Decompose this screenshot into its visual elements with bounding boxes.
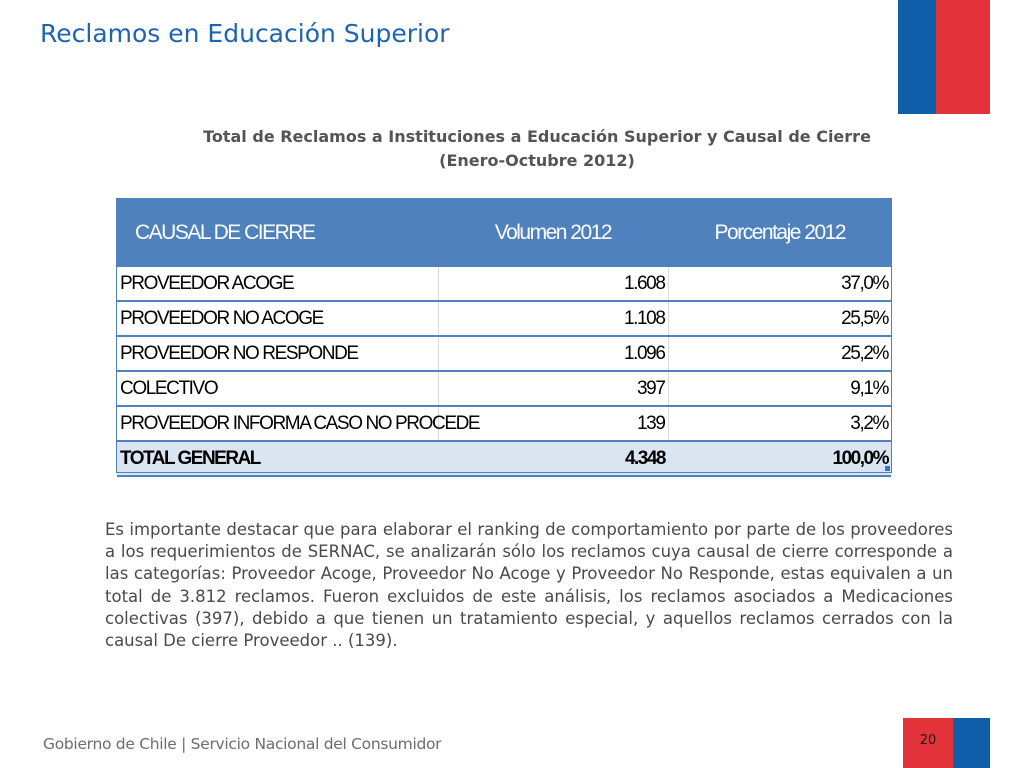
row-porcentaje: 25,2% bbox=[668, 336, 891, 372]
header-porcentaje: Porcentaje 2012 bbox=[668, 199, 891, 267]
flag-red-stripe bbox=[936, 0, 990, 114]
table-resize-handle bbox=[885, 466, 890, 471]
table-caption-line-2: (Enero-Octubre 2012) bbox=[439, 151, 635, 170]
row-volumen: 1.108 bbox=[438, 301, 669, 337]
flag-blue-stripe bbox=[898, 0, 936, 114]
row-causal: PROVEEDOR INFORMA CASO NO PROCEDE bbox=[117, 406, 481, 442]
table-row: PROVEEDOR NO RESPONDE 1.096 25,2% bbox=[117, 336, 891, 372]
table-caption: Total de Reclamos a Instituciones a Educ… bbox=[148, 125, 926, 173]
table-row: PROVEEDOR ACOGE 1.608 37,0% bbox=[117, 267, 891, 302]
row-volumen: 1.608 bbox=[438, 267, 669, 302]
row-causal: PROVEEDOR NO ACOGE bbox=[117, 301, 439, 337]
table-row: COLECTIVO 397 9,1% bbox=[117, 371, 891, 407]
row-causal: COLECTIVO bbox=[117, 371, 439, 407]
footer-government-text: Gobierno de Chile | Servicio Nacional de… bbox=[43, 735, 442, 753]
table-row: PROVEEDOR NO ACOGE 1.108 25,5% bbox=[117, 301, 891, 337]
row-porcentaje: 3,2% bbox=[668, 406, 891, 442]
row-volumen: 139 bbox=[438, 406, 669, 442]
header-causal: CAUSAL DE CIERRE bbox=[117, 199, 438, 267]
row-causal: PROVEEDOR NO RESPONDE bbox=[117, 336, 439, 372]
claims-table: CAUSAL DE CIERRE Volumen 2012 Porcentaje… bbox=[117, 199, 891, 477]
row-volumen: 1.096 bbox=[438, 336, 669, 372]
explanatory-paragraph: Es importante destacar que para elaborar… bbox=[105, 520, 953, 651]
row-porcentaje: 25,5% bbox=[668, 301, 891, 337]
page-number-red-block bbox=[903, 718, 953, 768]
page-number-blue-block bbox=[953, 718, 990, 768]
row-volumen: 397 bbox=[438, 371, 669, 407]
header-volumen: Volumen 2012 bbox=[438, 199, 668, 267]
total-causal: TOTAL GENERAL bbox=[117, 441, 438, 477]
row-porcentaje: 37,0% bbox=[668, 267, 891, 302]
table-row: PROVEEDOR INFORMA CASO NO PROCEDE 139 3,… bbox=[117, 406, 891, 442]
total-porcentaje: 100,0% bbox=[668, 441, 891, 477]
slide-title: Reclamos en Educación Superior bbox=[40, 19, 450, 48]
total-volumen: 4.348 bbox=[438, 441, 668, 477]
table-header-row: CAUSAL DE CIERRE Volumen 2012 Porcentaje… bbox=[117, 199, 891, 267]
row-causal: PROVEEDOR ACOGE bbox=[117, 267, 439, 302]
page-number: 20 bbox=[919, 733, 937, 748]
table-caption-line-1: Total de Reclamos a Instituciones a Educ… bbox=[203, 127, 871, 146]
row-porcentaje: 9,1% bbox=[668, 371, 891, 407]
table-total-row: TOTAL GENERAL 4.348 100,0% bbox=[117, 441, 891, 477]
